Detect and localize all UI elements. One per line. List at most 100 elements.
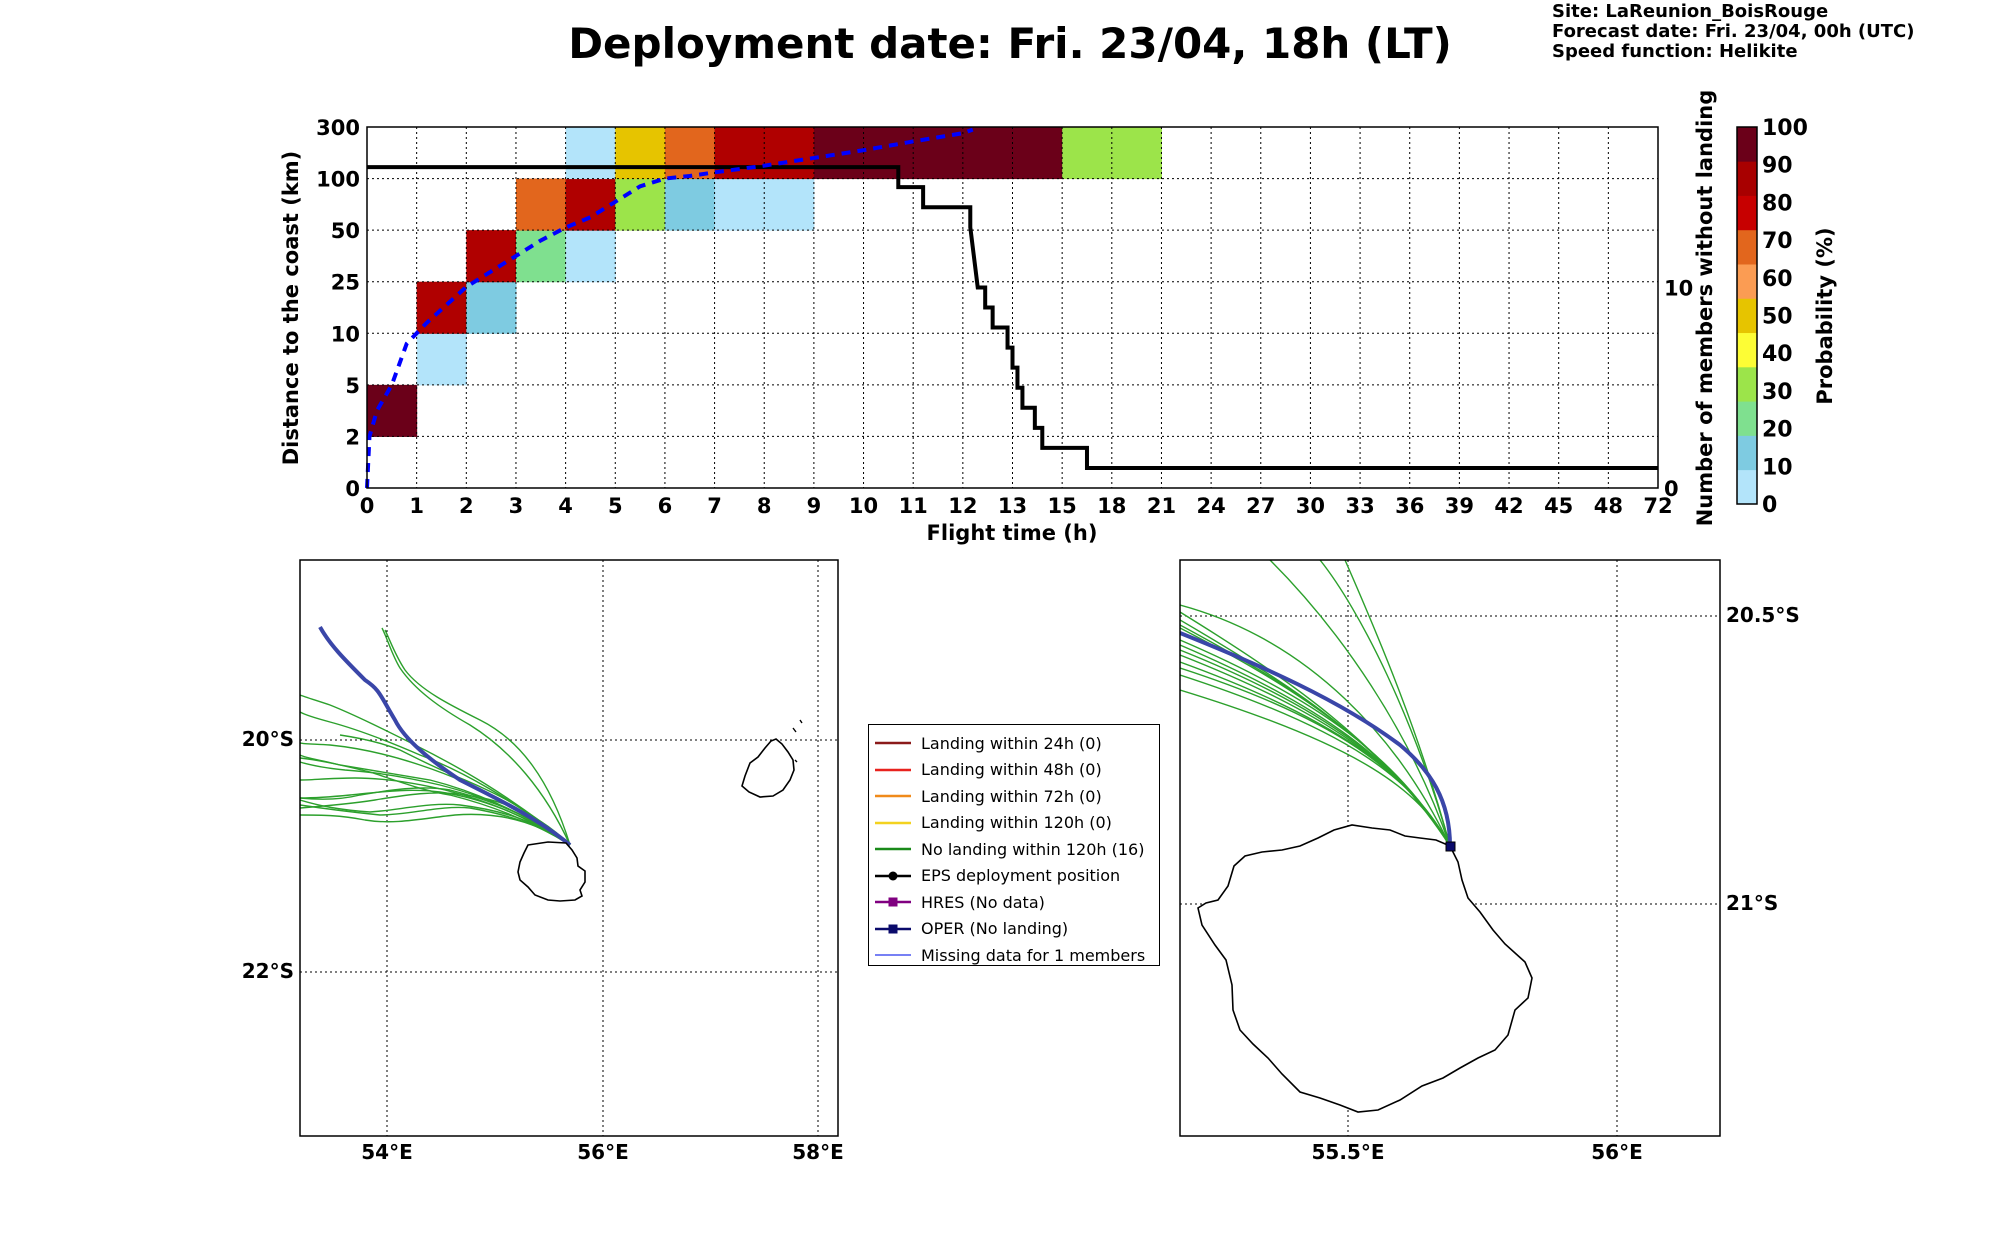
- legend-item: Landing within 120h (0): [875, 810, 1153, 837]
- ensemble-trajectory: [300, 694, 571, 846]
- y-tick-label: 50: [331, 219, 360, 243]
- ensemble-trajectory: [384, 629, 571, 846]
- legend-label: Landing within 72h (0): [921, 786, 1102, 806]
- legend-item: EPS deployment position: [875, 863, 1153, 890]
- site-name: Site: LaReunion_BoisRouge: [1552, 1, 1829, 22]
- ensemble-trajectory: [300, 789, 571, 846]
- colorbar-swatch: [1737, 264, 1757, 299]
- legend-label: OPER (No landing): [921, 919, 1069, 939]
- x-tick-label: 39: [1445, 494, 1474, 518]
- x-tick-labels: 0 1 2 3 4 5 6 7 8 9 10 11 12 13 15 18 21 24 27 30 33 36 39 42 45…: [360, 494, 1673, 518]
- site-info: Site: LaReunion_BoisRouge Forecast date:…: [1552, 2, 1915, 62]
- x-tick-label: 12: [948, 494, 977, 518]
- lat-tick-label: 21°S: [1726, 891, 1778, 915]
- y-tick-label: 100: [316, 168, 360, 192]
- legend-swatch: [875, 821, 911, 825]
- mauritius-island: [741, 738, 795, 798]
- legend-swatch: [875, 847, 911, 851]
- lon-tick-label: 55.5°E: [1311, 1140, 1384, 1164]
- heatmap-cell: [515, 178, 567, 231]
- y-tick-label: 5: [345, 374, 360, 398]
- heatmap-cell: [466, 230, 517, 283]
- heatmap-cell: [813, 127, 865, 180]
- heatmap-cell: [367, 384, 418, 437]
- colorbar-swatch: [1737, 127, 1757, 162]
- legend-swatch: [875, 954, 911, 956]
- colorbar-swatch: [1737, 435, 1757, 471]
- heatmap-cell: [1111, 127, 1162, 180]
- legend-swatch: [875, 897, 911, 907]
- right-map-frame: [1179, 559, 1721, 1137]
- legend-item: HRES (No data): [875, 889, 1153, 916]
- colorbar-tick-label: 40: [1762, 342, 1793, 367]
- colorbar-swatch: [1737, 469, 1757, 505]
- y2-axis-label: Number of members without landing: [1693, 90, 1717, 527]
- x-tick-label: 48: [1594, 494, 1623, 518]
- deployment-marker: [1445, 841, 1456, 852]
- x-tick-label: 27: [1246, 494, 1275, 518]
- ensemble-trajectory: [300, 804, 571, 846]
- heatmap-cell: [515, 230, 567, 283]
- ensemble-trajectory: [1180, 649, 1451, 847]
- legend-label: Landing within 24h (0): [921, 733, 1102, 753]
- ensemble-trajectory: [300, 742, 571, 846]
- ensemble-trajectories: [300, 627, 571, 846]
- x-tick-label: 21: [1147, 494, 1176, 518]
- x-tick-label: 45: [1544, 494, 1573, 518]
- x-tick-label: 33: [1345, 494, 1374, 518]
- colorbar-tick-labels: 0 10 20 30 40 50 60 70 80 90 100: [1762, 116, 1808, 518]
- heatmap-chart: 0 1 2 3 4 5 6 7 8 9 10 11 12 13 15 18 21 24 27 30 33 36 39 42 45…: [279, 90, 1717, 545]
- y2-tick-label: 10: [1664, 276, 1693, 300]
- heatmap-cell: [664, 127, 716, 180]
- colorbar-tick-label: 10: [1762, 455, 1793, 480]
- colorbar-frame: [1736, 126, 1758, 505]
- median-distance-line: [365, 127, 974, 489]
- x-tick-label: 15: [1048, 494, 1077, 518]
- ensemble-trajectory: [300, 761, 571, 846]
- colorbar-label: Probability (%): [1813, 227, 1837, 404]
- ensemble-trajectory: [300, 777, 571, 846]
- heatmap-cell: [416, 333, 467, 386]
- legend-label: Landing within 48h (0): [921, 760, 1102, 780]
- legend-label: No landing within 120h (16): [921, 839, 1145, 859]
- x-tick-label: 72: [1643, 494, 1672, 518]
- y-tick-label: 0: [345, 477, 360, 501]
- colorbar-swatch: [1737, 401, 1757, 436]
- legend-item: OPER (No landing): [875, 916, 1153, 943]
- colorbar-tick-label: 50: [1762, 305, 1793, 330]
- zoom-ensemble-trajectories: [1180, 560, 1451, 847]
- x-tick-label: 9: [807, 494, 822, 518]
- heatmap-cell: [962, 127, 1013, 180]
- lat-tick-label: 22°S: [242, 959, 294, 983]
- lon-tick-label: 58°E: [792, 1140, 844, 1164]
- x-tick-label: 2: [459, 494, 474, 518]
- heatmap-grid: [367, 127, 1658, 488]
- ensemble-trajectory: [1180, 627, 1451, 847]
- reunion-island: [517, 841, 586, 902]
- x-tick-label: 0: [360, 494, 375, 518]
- colorbar-tick-label: 100: [1762, 116, 1808, 141]
- colorbar-tick-label: 90: [1762, 154, 1793, 179]
- legend-label: Landing within 120h (0): [921, 813, 1112, 833]
- x-tick-label: 6: [658, 494, 673, 518]
- heatmap-cell: [1062, 127, 1113, 180]
- right-map: 55.5°E 56°E 20.5°S 21°S: [1179, 559, 1800, 1164]
- legend-item: No landing within 120h (16): [875, 836, 1153, 863]
- legend-label: HRES (No data): [921, 892, 1045, 912]
- ensemble-trajectory: [1180, 674, 1451, 847]
- colorbar-tick-label: 20: [1762, 418, 1793, 443]
- heatmap-cell: [764, 127, 815, 180]
- heatmap-cell: [615, 127, 666, 180]
- x-tick-label: 36: [1395, 494, 1424, 518]
- y2-tick-labels: 0 10: [1664, 276, 1693, 501]
- colorbar-swatch: [1737, 195, 1757, 231]
- colorbar: 0 10 20 30 40 50 60 70 80 90 100 Probability (%): [1736, 116, 1837, 518]
- heatmap-cell: [565, 127, 616, 180]
- ensemble-trajectory: [1269, 560, 1451, 847]
- ensemble-trajectory: [1319, 560, 1451, 847]
- lon-tick-label: 54°E: [361, 1140, 413, 1164]
- x-tick-label: 24: [1196, 494, 1225, 518]
- legend-label: Missing data for 1 members: [921, 945, 1146, 965]
- x-tick-label: 42: [1494, 494, 1523, 518]
- colorbar-swatch: [1737, 366, 1757, 402]
